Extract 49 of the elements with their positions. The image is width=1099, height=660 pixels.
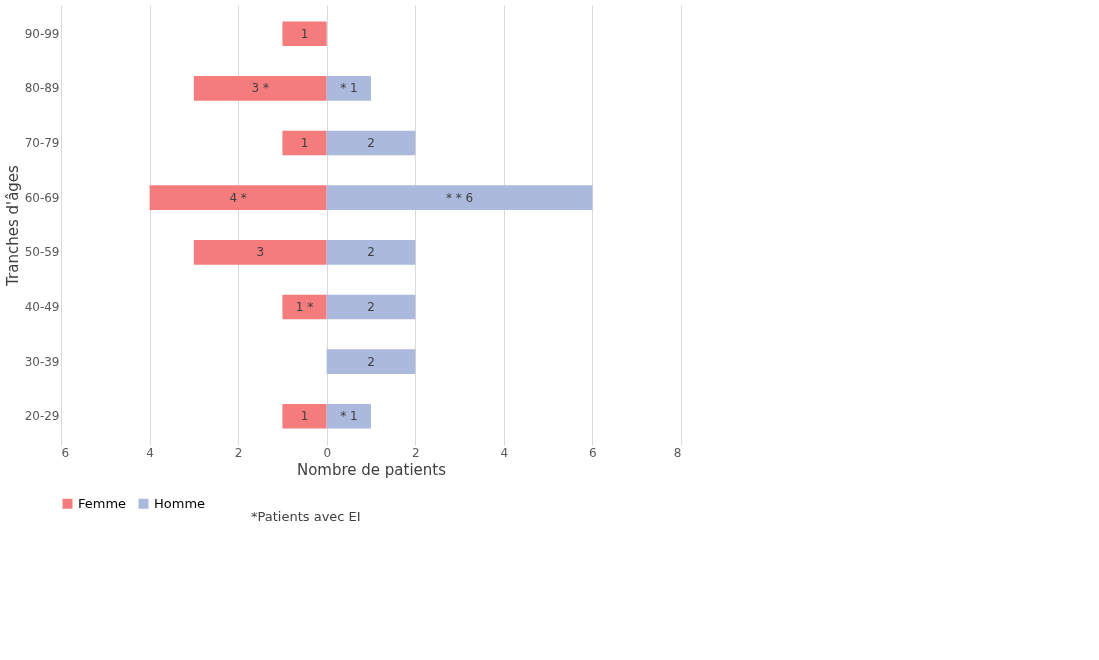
text: *Patients avec EI [251, 509, 361, 524]
y-tick-label: 80-89 [24, 81, 60, 96]
bar [326, 240, 416, 265]
data-label: 1 [300, 26, 309, 41]
bar [326, 349, 416, 374]
x-tick-label: 4 [146, 445, 154, 460]
data-label: 2 [367, 136, 375, 151]
data-label: 2 [367, 245, 375, 260]
y-tick-label: 70-79 [24, 136, 60, 151]
y-tick-label: 30-39 [24, 354, 60, 369]
legend-label: Femme [78, 495, 127, 511]
data-label: 3 * [251, 81, 270, 96]
x-tick-label: 2 [411, 445, 420, 460]
y-axis-title: Tranches d'âges [3, 164, 22, 287]
data-label: 3 [256, 245, 265, 260]
data-label: 1 [300, 409, 309, 424]
data-label: * 1 [340, 409, 358, 424]
y-tick-label: 50-59 [24, 245, 60, 260]
data-label: 4 * [229, 190, 247, 205]
y-tick-label: 90-99 [24, 26, 60, 41]
x-tick-label: 6 [61, 445, 70, 460]
data-label: * * 6 [445, 190, 474, 205]
x-tick-label: 2 [234, 445, 243, 460]
bar [326, 76, 371, 101]
bar [282, 294, 327, 320]
data-label: 1 [300, 136, 309, 151]
bar [282, 404, 327, 429]
bar [326, 130, 416, 156]
bar [282, 21, 327, 46]
x-axis-title: Nombre de patients [296, 460, 447, 479]
bar [326, 404, 371, 429]
bar [149, 185, 327, 210]
x-tick-label: 0 [323, 445, 332, 460]
x-tick-label: 8 [673, 445, 682, 460]
bar [326, 294, 416, 320]
bar [193, 240, 327, 265]
y-tick-label: 40-49 [24, 299, 60, 314]
legend-label: Homme [154, 495, 206, 511]
y-tick-label: 60-69 [24, 190, 60, 205]
bar [326, 185, 593, 210]
y-tick-label: 20-29 [24, 409, 60, 424]
data-label: 2 [367, 354, 375, 369]
data-label: 2 [367, 299, 375, 314]
x-tick-label: 4 [500, 445, 509, 460]
bar [282, 130, 327, 156]
x-tick-label: 6 [589, 445, 597, 460]
data-label: * 1 [340, 81, 358, 96]
data-label: 1 * [295, 299, 314, 314]
bar [193, 76, 327, 101]
